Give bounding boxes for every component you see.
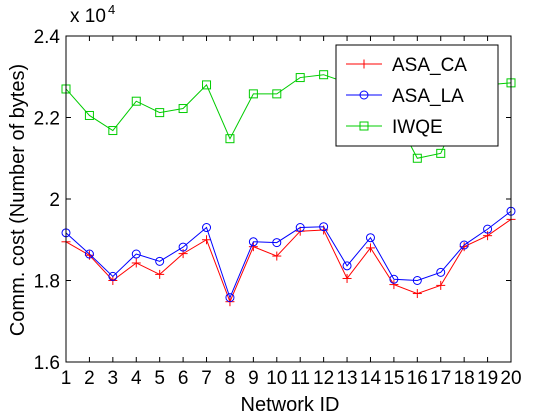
- data-point-asa-ca: [412, 289, 422, 299]
- y-exponent-power: 4: [108, 2, 115, 17]
- data-point-iwqe: [436, 148, 446, 158]
- y-tick-label: 2.2: [34, 109, 60, 130]
- data-point-iwqe: [84, 110, 94, 120]
- data-point-asa-la: [365, 233, 375, 243]
- data-point-asa-ca: [342, 273, 352, 283]
- x-tick-label: 19: [477, 368, 498, 389]
- legend-item-asa-la: ASA_LA: [346, 86, 464, 107]
- legend-item-iwqe: IWQE: [346, 117, 443, 138]
- data-point-asa-la: [108, 271, 118, 281]
- x-tick-label: 6: [178, 368, 189, 389]
- data-point-asa-la: [483, 224, 493, 234]
- data-point-asa-la: [389, 274, 399, 284]
- x-tick-label: 2: [84, 368, 95, 389]
- data-point-asa-la: [225, 293, 235, 303]
- x-tick-label: 13: [336, 368, 357, 389]
- x-tick-label: 18: [454, 368, 475, 389]
- x-tick-label: 14: [360, 368, 382, 389]
- data-point-asa-ca: [365, 243, 375, 253]
- legend-marker: [359, 121, 369, 131]
- x-tick-label: 7: [201, 368, 212, 389]
- data-point-asa-la: [412, 276, 422, 285]
- data-point-iwqe: [131, 96, 141, 106]
- data-point-asa-la: [436, 267, 446, 277]
- data-point-iwqe: [155, 108, 165, 118]
- x-tick-label: 5: [154, 368, 165, 389]
- data-point-iwqe: [319, 70, 329, 80]
- data-point-asa-ca: [436, 280, 446, 290]
- data-point-asa-la: [248, 237, 258, 247]
- data-point-asa-ca: [155, 269, 165, 279]
- data-point-asa-la: [131, 249, 141, 259]
- series-asa-la: [61, 206, 516, 303]
- x-tick-label: 1: [61, 368, 72, 389]
- x-tick-label: 16: [407, 368, 428, 389]
- data-point-asa-la: [319, 222, 329, 232]
- legend-label: ASA_LA: [392, 86, 464, 107]
- series-iwqe: [61, 70, 516, 163]
- data-point-asa-la: [272, 238, 282, 248]
- data-point-asa-la: [202, 223, 212, 233]
- x-tick-label: 3: [108, 368, 119, 389]
- data-point-iwqe: [295, 73, 305, 83]
- data-point-iwqe: [202, 80, 212, 90]
- data-point-iwqe: [225, 134, 235, 144]
- data-point-asa-ca: [389, 280, 399, 290]
- data-point-asa-la: [295, 223, 305, 233]
- data-point-asa-la: [459, 240, 469, 250]
- data-point-asa-ca: [202, 235, 212, 245]
- y-tick-label: 1.8: [34, 272, 60, 293]
- data-point-iwqe: [272, 89, 282, 99]
- y-tick-label: 2: [49, 190, 60, 211]
- x-tick-label: 9: [248, 368, 259, 389]
- data-point-asa-ca: [248, 242, 258, 252]
- x-tick-label: 4: [131, 368, 142, 389]
- data-point-asa-la: [178, 242, 188, 252]
- data-point-iwqe: [248, 89, 258, 99]
- x-tick-label: 17: [430, 368, 451, 389]
- x-tick-label: 8: [225, 368, 236, 389]
- data-point-asa-ca: [459, 242, 469, 252]
- data-point-asa-ca: [272, 251, 282, 261]
- data-point-iwqe: [412, 153, 422, 163]
- series-layer: [61, 70, 516, 307]
- legend-label: ASA_CA: [392, 55, 467, 76]
- x-tick-label: 12: [313, 368, 334, 389]
- legend: ASA_CA ASA_LA IWQE: [335, 44, 499, 147]
- legend-item-asa-ca: ASA_CA: [346, 55, 467, 76]
- y-tick-label: 1.6: [34, 353, 60, 374]
- y-axis-title: Comm. cost (Number of bytes): [7, 64, 29, 336]
- data-point-iwqe: [108, 126, 118, 136]
- x-tick-label: 15: [383, 368, 404, 389]
- data-point-asa-la: [155, 256, 165, 266]
- x-tick-label: 10: [266, 368, 287, 389]
- data-point-asa-ca: [131, 258, 141, 268]
- y-tick-label: 2.4: [34, 27, 61, 48]
- y-exponent-base: x 10: [70, 6, 106, 27]
- x-tick-label: 11: [290, 368, 310, 389]
- legend-marker: [359, 59, 369, 69]
- x-tick-label: 20: [500, 368, 521, 389]
- legend-label: IWQE: [392, 117, 443, 138]
- x-axis-title: Network ID: [241, 394, 340, 416]
- data-point-asa-la: [342, 261, 352, 271]
- series-line-asa-ca: [65, 218, 512, 304]
- data-point-iwqe: [178, 104, 188, 114]
- ticks-layer: 1 2 3 4 5 6 7 8 9 10 11 12 13 14 15 16 17 18 19 201.61.822.…: [34, 27, 522, 389]
- data-point-asa-la: [84, 249, 94, 259]
- legend-marker: [359, 90, 369, 100]
